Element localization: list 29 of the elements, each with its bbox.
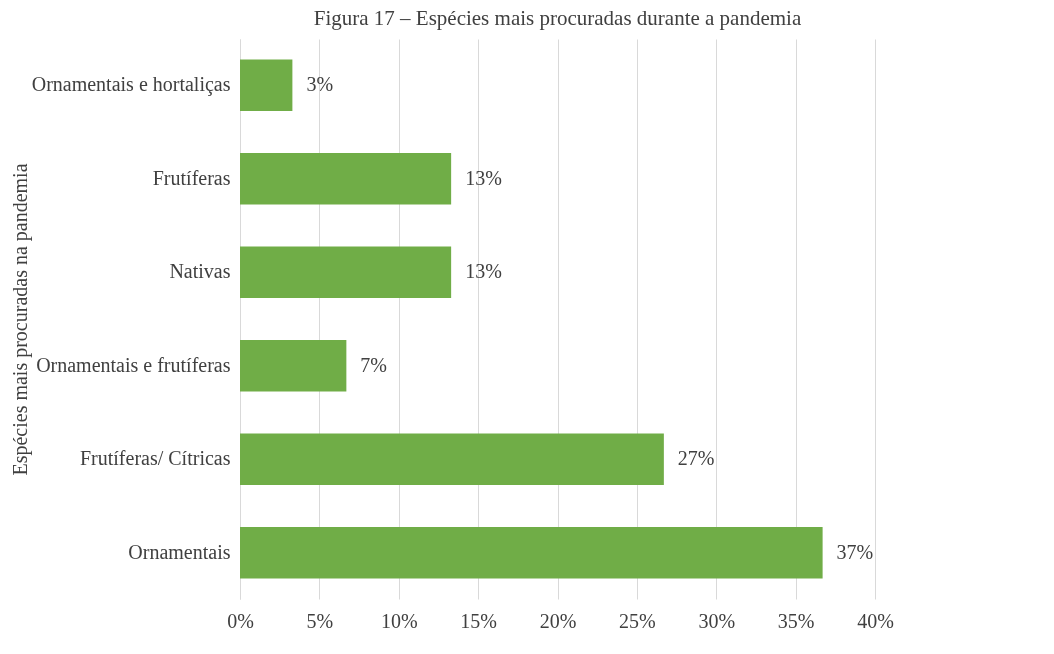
bar	[240, 246, 452, 298]
y-tick-label: Ornamentais e frutíferas	[36, 353, 231, 376]
data-label: 13%	[465, 166, 502, 189]
x-tick-label: 35%	[777, 609, 815, 632]
x-tick-label: 15%	[460, 609, 497, 632]
bar	[240, 153, 452, 205]
x-tick-label: 40%	[857, 609, 894, 632]
x-tick-label: 10%	[380, 609, 418, 632]
bar	[240, 527, 823, 579]
x-tick-label: 5%	[306, 609, 334, 632]
y-tick-label: Ornamentais	[128, 540, 231, 563]
data-label: 3%	[306, 73, 334, 96]
x-tick-label: 30%	[698, 609, 736, 632]
data-label: 7%	[360, 353, 388, 376]
y-tick-label: Ornamentais e hortaliças	[31, 73, 231, 97]
x-tick-label: 20%	[539, 609, 577, 632]
y-tick-label: Nativas	[169, 260, 231, 283]
bar	[240, 340, 347, 392]
x-tick-label: 25%	[619, 609, 656, 632]
y-axis-title: Espécies mais procuradas na pandemia	[8, 163, 32, 476]
y-tick-label: Frutíferas/ Cítricas	[79, 447, 231, 470]
bar	[240, 433, 664, 485]
x-tick-label: 0%	[227, 609, 254, 632]
data-label: 27%	[677, 447, 715, 470]
data-label: 37%	[836, 540, 874, 563]
y-tick-label: Frutíferas	[152, 166, 231, 189]
chart-title: Figura 17 – Espécies mais procuradas durante a pandemia	[313, 6, 802, 30]
bar	[240, 59, 293, 111]
data-label: 13%	[465, 260, 502, 283]
